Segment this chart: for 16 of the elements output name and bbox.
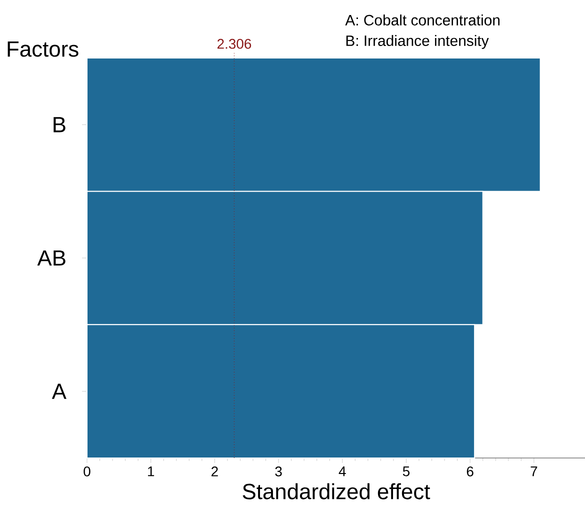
- text: B: Irradiance intensity: [346, 35, 489, 49]
- y-tick-label: B: [54, 117, 66, 132]
- x-tick-label: 7: [530, 466, 538, 476]
- x-tick-label: 1: [148, 466, 154, 476]
- ref-line-label: 2.306: [217, 38, 252, 49]
- x-tick-label: 2: [212, 466, 218, 476]
- x-tick-label: 0: [84, 466, 90, 476]
- y-axis-title: Factors: [8, 42, 78, 57]
- x-tick-label: 5: [402, 466, 410, 476]
- y-tick-label: A: [52, 384, 66, 399]
- text: A: Cobalt concentration: [345, 14, 500, 26]
- x-tick-label: 3: [275, 466, 282, 476]
- y-tick-label: AB: [37, 250, 66, 266]
- x-axis-title: Standardized effect: [242, 483, 430, 500]
- x-tick-label: 4: [338, 466, 346, 476]
- x-tick-label: 6: [466, 466, 474, 476]
